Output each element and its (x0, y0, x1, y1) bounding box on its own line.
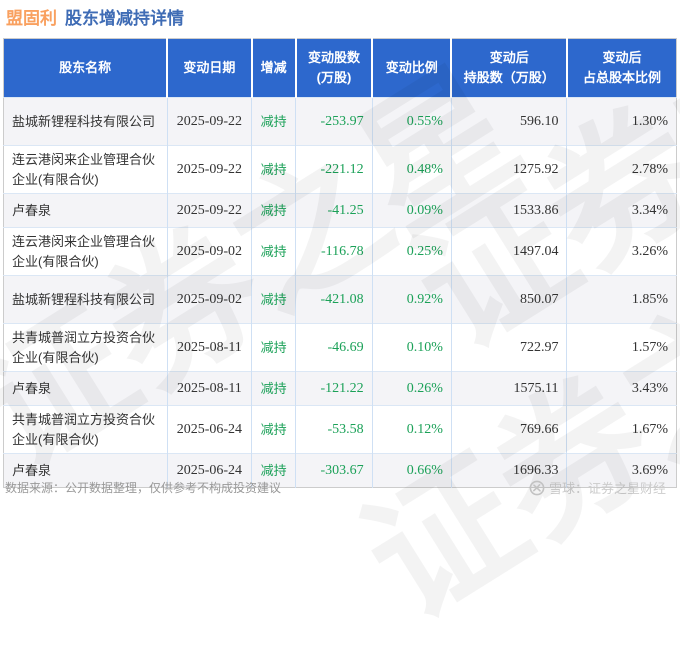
cell-after-shares: 1497.04 (450, 227, 567, 276)
cell-direction: 减持 (251, 371, 296, 406)
col-header-date: 变动日期 (166, 38, 252, 98)
cell-date: 2025-08-11 (166, 371, 252, 406)
cell-change-ratio: 0.48% (371, 145, 452, 194)
cell-change-shares: -41.25 (295, 193, 373, 228)
table-row: 卢春泉 2025-06-24 减持 -303.67 0.66% 1696.33 … (3, 453, 677, 488)
cell-after-shares: 850.07 (450, 275, 567, 324)
cell-change-shares: -221.12 (295, 145, 373, 194)
data-source-note: 数据来源：公开数据整理，仅供参考不构成投资建议 (5, 481, 282, 495)
footer: 数据来源：公开数据整理，仅供参考不构成投资建议 雪球：证券之星财经 (0, 478, 680, 496)
table-row: 卢春泉 2025-09-22 减持 -41.25 0.09% 1533.86 3… (3, 193, 677, 228)
col-header-change-shares: 变动股数 (万股) (294, 38, 373, 98)
cell-direction: 减持 (251, 453, 296, 488)
table-row: 连云港闵来企业管理合伙企业(有限合伙) 2025-09-22 减持 -221.1… (3, 145, 677, 194)
table-row: 盐城新锂程科技有限公司 2025-09-02 减持 -421.08 0.92% … (3, 275, 677, 324)
col-header-after-shares: 变动后 持股数（万股） (450, 38, 567, 98)
cell-date: 2025-09-02 (166, 275, 252, 324)
table-row: 共青城普润立方投资合伙企业(有限合伙) 2025-08-11 减持 -46.69… (3, 323, 677, 372)
col-header-direction: 增减 (250, 38, 296, 98)
col-header-change-ratio: 变动比例 (371, 38, 452, 98)
stock-name: 盟固利 (6, 9, 57, 28)
table-row: 连云港闵来企业管理合伙企业(有限合伙) 2025-09-02 减持 -116.7… (3, 227, 677, 276)
cell-shareholder: 卢春泉 (3, 371, 168, 406)
table-header: 股东名称 变动日期 增减 变动股数 (万股) 变动比例 变动后 持股数（万股） … (3, 38, 677, 98)
cell-after-ratio: 3.34% (566, 193, 677, 228)
table-row: 共青城普润立方投资合伙企业(有限合伙) 2025-06-24 减持 -53.58… (3, 405, 677, 454)
cell-after-shares: 596.10 (450, 97, 567, 146)
cell-date: 2025-06-24 (166, 453, 252, 488)
page-title-text: 股东增减持详情 (65, 9, 184, 28)
cell-date: 2025-09-02 (166, 227, 252, 276)
cell-change-ratio: 0.12% (371, 405, 452, 454)
cell-direction: 减持 (251, 275, 296, 324)
cell-change-ratio: 0.66% (371, 453, 452, 488)
cell-shareholder: 共青城普润立方投资合伙企业(有限合伙) (3, 405, 168, 454)
cell-change-shares: -421.08 (295, 275, 373, 324)
cell-direction: 减持 (251, 227, 296, 276)
brand-credit: 雪球：证券之星财经 (529, 478, 666, 497)
cell-after-ratio: 3.43% (566, 371, 677, 406)
cell-after-shares: 722.97 (450, 323, 567, 372)
cell-change-shares: -121.22 (295, 371, 373, 406)
cell-after-ratio: 1.30% (566, 97, 677, 146)
cell-change-shares: -46.69 (295, 323, 373, 372)
cell-change-ratio: 0.92% (371, 275, 452, 324)
col-header-shareholder: 股东名称 (3, 38, 168, 98)
brand-text: 雪球：证券之星财经 (548, 481, 666, 496)
cell-date: 2025-09-22 (166, 97, 252, 146)
cell-shareholder: 卢春泉 (3, 453, 168, 488)
table-row: 卢春泉 2025-08-11 减持 -121.22 0.26% 1575.11 … (3, 371, 677, 406)
cell-shareholder: 连云港闵来企业管理合伙企业(有限合伙) (3, 145, 168, 194)
cell-direction: 减持 (251, 405, 296, 454)
cell-change-shares: -253.97 (295, 97, 373, 146)
cell-after-ratio: 3.69% (566, 453, 677, 488)
cell-change-shares: -53.58 (295, 405, 373, 454)
cell-change-shares: -116.78 (295, 227, 373, 276)
cell-date: 2025-06-24 (166, 405, 252, 454)
cell-after-ratio: 1.67% (566, 405, 677, 454)
cell-after-ratio: 3.26% (566, 227, 677, 276)
cell-after-shares: 1533.86 (450, 193, 567, 228)
cell-date: 2025-08-11 (166, 323, 252, 372)
cell-date: 2025-09-22 (166, 145, 252, 194)
cell-change-ratio: 0.26% (371, 371, 452, 406)
cell-change-ratio: 0.25% (371, 227, 452, 276)
cell-direction: 减持 (251, 193, 296, 228)
cell-change-ratio: 0.55% (371, 97, 452, 146)
cell-shareholder: 连云港闵来企业管理合伙企业(有限合伙) (3, 227, 168, 276)
cell-change-ratio: 0.09% (371, 193, 452, 228)
cell-change-shares: -303.67 (295, 453, 373, 488)
cell-after-ratio: 1.85% (566, 275, 677, 324)
cell-change-ratio: 0.10% (371, 323, 452, 372)
cell-after-shares: 769.66 (450, 405, 567, 454)
cell-after-ratio: 2.78% (566, 145, 677, 194)
cell-shareholder: 共青城普润立方投资合伙企业(有限合伙) (3, 323, 168, 372)
cell-after-shares: 1275.92 (450, 145, 567, 194)
cell-shareholder: 卢春泉 (3, 193, 168, 228)
xueqiu-logo-icon (529, 480, 545, 496)
cell-after-shares: 1696.33 (450, 453, 567, 488)
cell-direction: 减持 (251, 97, 296, 146)
table-row: 盐城新锂程科技有限公司 2025-09-22 减持 -253.97 0.55% … (3, 97, 677, 146)
cell-shareholder: 盐城新锂程科技有限公司 (3, 275, 168, 324)
cell-shareholder: 盐城新锂程科技有限公司 (3, 97, 168, 146)
cell-direction: 减持 (251, 323, 296, 372)
cell-date: 2025-09-22 (166, 193, 252, 228)
page-title: 盟固利 股东增减持详情 (6, 4, 184, 29)
shareholder-change-table: 股东名称 变动日期 增减 变动股数 (万股) 变动比例 变动后 持股数（万股） … (3, 38, 677, 488)
cell-direction: 减持 (251, 145, 296, 194)
col-header-after-ratio: 变动后 占总股本比例 (565, 38, 677, 98)
cell-after-shares: 1575.11 (450, 371, 567, 406)
cell-after-ratio: 1.57% (566, 323, 677, 372)
